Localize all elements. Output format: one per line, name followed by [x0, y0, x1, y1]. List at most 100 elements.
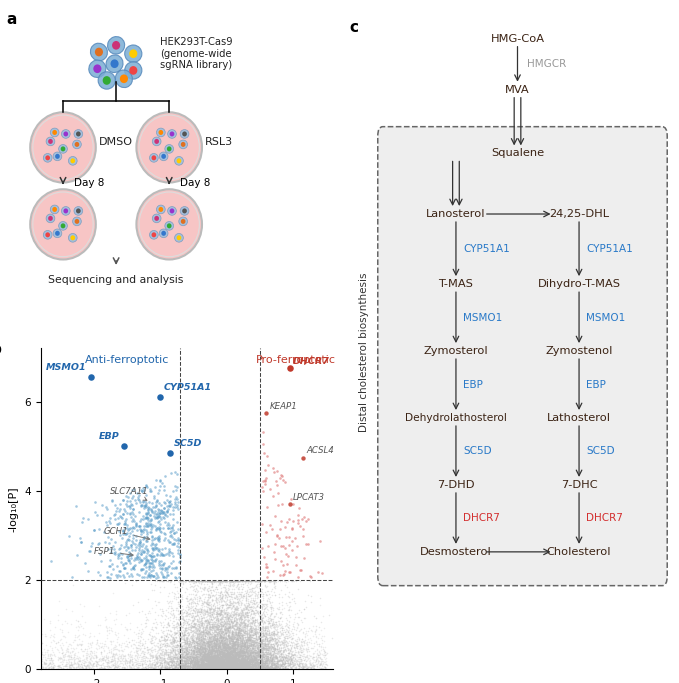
Point — [36, 664, 47, 675]
Point — [198, 660, 209, 671]
Point — [265, 660, 276, 671]
Point — [215, 659, 226, 670]
Point — [209, 637, 220, 647]
Point — [217, 655, 228, 666]
Point — [221, 663, 232, 674]
Point — [145, 635, 156, 646]
Point — [292, 637, 303, 648]
Point — [107, 588, 118, 599]
Point — [189, 641, 200, 652]
Point — [187, 635, 198, 645]
Point — [191, 641, 202, 652]
Point — [240, 637, 251, 647]
Point — [147, 632, 158, 643]
Point — [289, 576, 300, 587]
Point — [178, 643, 189, 654]
Point — [166, 639, 177, 650]
Point — [206, 576, 217, 587]
Point — [240, 631, 251, 642]
Point — [257, 635, 268, 645]
Point — [232, 660, 243, 671]
Point — [225, 660, 236, 671]
Point — [223, 576, 234, 587]
Point — [200, 609, 210, 619]
Point — [222, 594, 233, 604]
Point — [290, 635, 301, 646]
Point — [183, 661, 194, 672]
Point — [221, 658, 232, 669]
Point — [204, 631, 215, 642]
Point — [210, 654, 221, 665]
Point — [149, 633, 160, 644]
Point — [221, 622, 232, 633]
Point — [264, 643, 275, 654]
Point — [165, 660, 176, 671]
Point — [288, 660, 299, 671]
Point — [204, 624, 215, 635]
Point — [257, 656, 268, 667]
Point — [197, 655, 208, 666]
Point — [232, 635, 243, 645]
Point — [223, 650, 234, 660]
Point — [234, 649, 244, 660]
Point — [209, 652, 220, 663]
Text: FSP1: FSP1 — [94, 546, 133, 557]
Point — [198, 659, 209, 670]
Point — [147, 635, 158, 645]
Point — [213, 625, 223, 636]
Point — [209, 660, 220, 671]
Point — [294, 652, 305, 663]
Point — [238, 659, 249, 670]
Point — [210, 660, 221, 671]
Point — [216, 636, 227, 647]
Point — [248, 655, 259, 666]
Point — [206, 652, 217, 663]
Point — [181, 650, 191, 660]
Point — [214, 645, 225, 656]
Point — [208, 654, 219, 665]
Point — [212, 660, 223, 671]
Point — [232, 660, 242, 671]
Point — [258, 595, 269, 606]
Point — [210, 627, 221, 638]
Point — [187, 652, 198, 663]
Point — [206, 646, 217, 657]
Point — [310, 659, 320, 670]
Point — [269, 644, 280, 655]
Point — [241, 643, 252, 654]
Point — [245, 650, 256, 660]
Point — [221, 628, 232, 639]
Point — [215, 645, 225, 656]
Point — [231, 645, 242, 656]
Point — [225, 663, 236, 674]
Point — [200, 596, 211, 607]
Point — [226, 658, 237, 669]
Point — [216, 630, 227, 641]
Point — [247, 615, 258, 626]
Point — [240, 654, 251, 665]
Point — [238, 629, 249, 640]
Point — [198, 618, 208, 629]
Point — [234, 632, 245, 643]
Point — [172, 660, 183, 671]
Point — [221, 658, 232, 669]
Point — [200, 644, 210, 655]
Point — [215, 654, 225, 665]
Point — [172, 652, 183, 663]
Point — [179, 663, 190, 673]
Point — [216, 636, 227, 647]
Point — [276, 648, 287, 659]
Point — [250, 659, 261, 670]
Point — [213, 641, 223, 652]
Point — [235, 650, 246, 660]
Point — [238, 661, 249, 672]
Point — [204, 652, 215, 663]
Point — [214, 652, 225, 663]
Point — [236, 655, 246, 666]
Point — [225, 647, 236, 658]
Point — [223, 613, 234, 624]
Point — [261, 658, 272, 669]
Point — [226, 663, 237, 673]
Point — [206, 632, 217, 643]
Point — [244, 650, 255, 661]
